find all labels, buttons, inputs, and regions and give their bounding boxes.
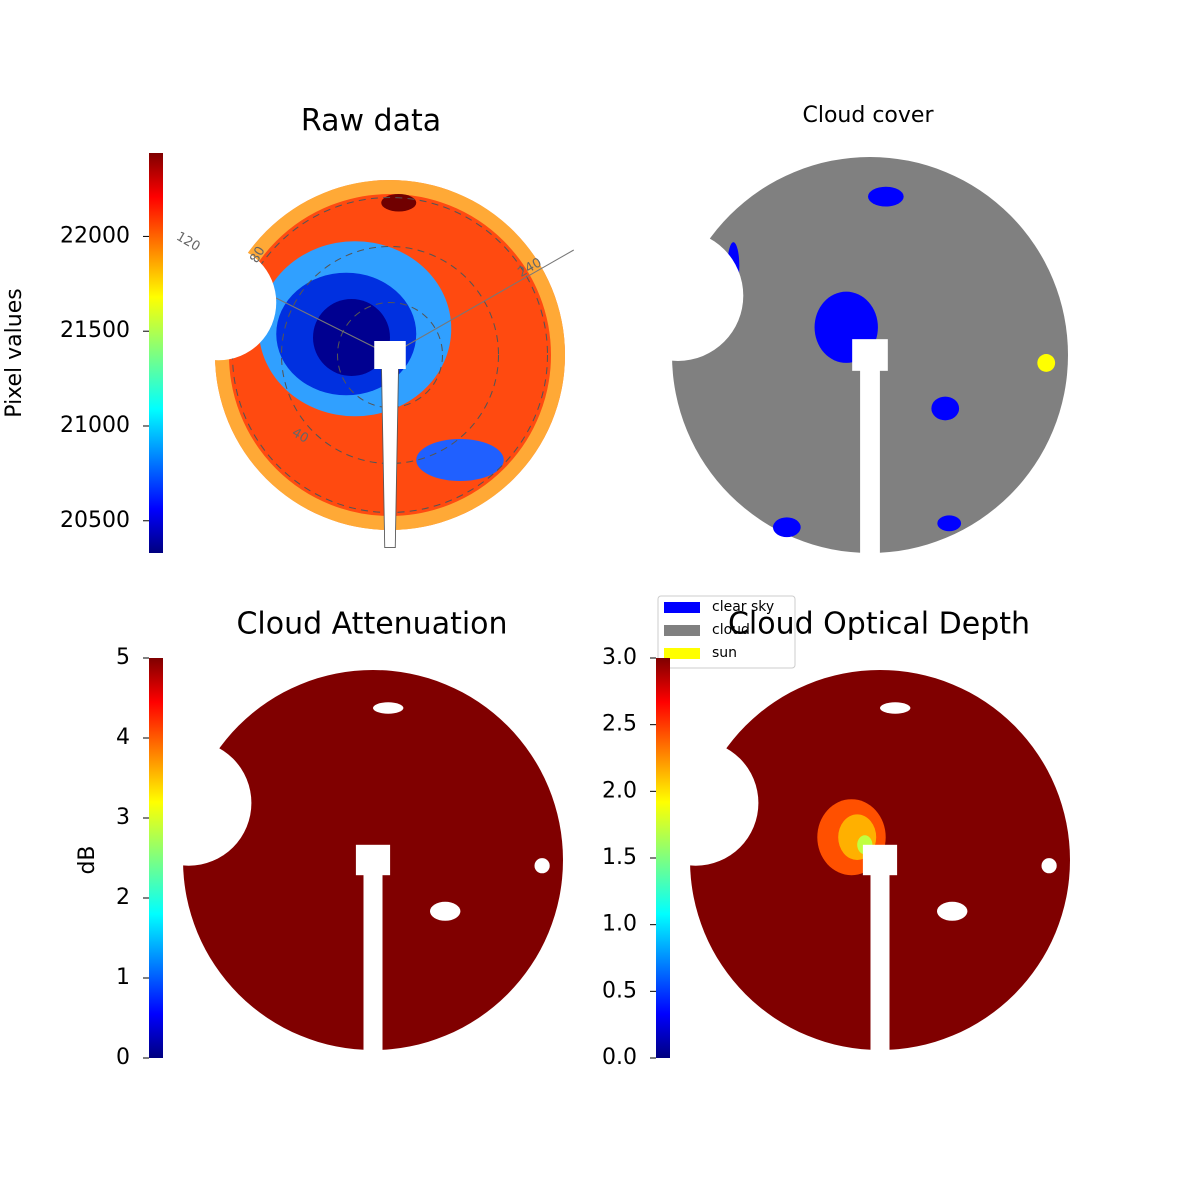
panel-title: Raw data — [301, 104, 441, 139]
tick-label: 0 — [116, 1045, 130, 1070]
tick-label: 4 — [116, 725, 130, 750]
axis-label: Pixel values — [2, 288, 27, 417]
tick-label: 1.0 — [602, 912, 637, 937]
legend-patch — [664, 602, 700, 613]
tick-label: 21000 — [60, 413, 130, 438]
tick-label: 21500 — [60, 318, 130, 343]
raw-image — [160, 180, 575, 548]
tick-label: 0.5 — [602, 978, 637, 1003]
tick-label: 5 — [116, 645, 130, 670]
legend-label: cloud — [712, 622, 750, 638]
cloud-cover-image — [612, 157, 1068, 573]
tick-label: 0.0 — [602, 1045, 637, 1070]
legend-label: sun — [712, 645, 737, 661]
legend-patch — [664, 625, 700, 636]
colorbar — [149, 658, 163, 1058]
tick-label: 3 — [116, 805, 130, 830]
tick-label: 2.5 — [602, 712, 637, 737]
axis-label: dB — [75, 845, 100, 874]
panel-title: Cloud Attenuation — [236, 607, 507, 642]
panel-title: Cloud cover — [803, 103, 935, 128]
attenuation-image — [125, 670, 563, 1069]
optical-depth-image — [633, 670, 1070, 1069]
tick-label: 3.0 — [602, 645, 637, 670]
tick-label: 1 — [116, 965, 130, 990]
tick-label: 2 — [116, 885, 130, 910]
colorbar — [656, 658, 670, 1058]
tick-label: 20500 — [60, 508, 130, 533]
polar-label: 80 — [247, 244, 268, 266]
tick-label: 2.0 — [602, 778, 637, 803]
tick-label: 1.5 — [602, 845, 637, 870]
legend-patch — [664, 648, 700, 659]
legend-label: clear sky — [712, 599, 774, 615]
polar-label: 40 — [289, 425, 311, 446]
panel-title: Cloud Optical Depth — [728, 607, 1030, 642]
colorbar — [149, 153, 163, 553]
tick-label: 22000 — [60, 223, 130, 248]
